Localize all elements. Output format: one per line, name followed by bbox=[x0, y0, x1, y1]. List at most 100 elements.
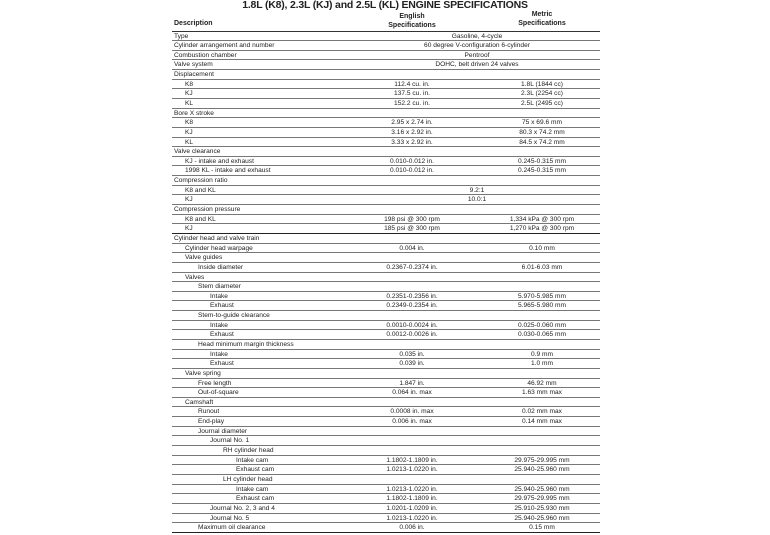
row-description: Compression pressure bbox=[174, 206, 241, 214]
english-value: 1.847 in. bbox=[399, 379, 425, 387]
english-value: 0.006 in. bbox=[399, 524, 425, 532]
table-row: Cylinder head and valve train bbox=[172, 234, 600, 244]
row-description: End-play bbox=[198, 418, 225, 426]
table-row: Intake cam 1.0213-1.0220 in. 25.940-25.960… bbox=[172, 485, 600, 495]
row-description: 1998 KL - intake and exhaust bbox=[185, 167, 271, 175]
combined-value: Gasoline, 4-cycle bbox=[451, 32, 503, 40]
row-description: Exhaust cam bbox=[236, 466, 275, 474]
header-description: Description bbox=[174, 20, 213, 27]
metric-value: 25.940-25.960 mm bbox=[514, 485, 570, 493]
row-description: Journal No. 2, 3 and 4 bbox=[210, 504, 275, 512]
metric-value: 0.02 mm max bbox=[522, 408, 562, 416]
metric-value: 1.8L (1844 cc) bbox=[521, 80, 563, 88]
row-description: Inside diameter bbox=[198, 263, 244, 271]
row-description: Runout bbox=[198, 408, 220, 416]
metric-value: 0.9 mm bbox=[531, 350, 553, 358]
table-row: K8 2.95 x 2.74 in. 75 x 69.6 mm bbox=[172, 118, 600, 128]
table-row: Journal No. 1 bbox=[172, 436, 600, 447]
english-value: 1.1802-1.1809 in. bbox=[386, 456, 438, 464]
row-description: Journal diameter bbox=[198, 427, 248, 435]
row-description: Intake bbox=[210, 292, 228, 300]
combined-value: 60 degree V-configuration 6-cylinder bbox=[424, 42, 530, 50]
table-row: Maximum oil clearance 0.006 in. 0.15 mm bbox=[172, 523, 600, 533]
metric-value: 1,334 kPa @ 300 rpm bbox=[509, 215, 575, 223]
row-description: Free length bbox=[198, 379, 232, 387]
table-row: Valve spring bbox=[172, 369, 600, 379]
english-value: 1.0201-1.0209 in. bbox=[386, 504, 438, 512]
table-row: RH cylinder head bbox=[172, 446, 600, 456]
row-description: Valve clearance bbox=[174, 148, 221, 156]
metric-value: 29.975-29.995 mm bbox=[514, 495, 570, 503]
row-description: Intake bbox=[210, 350, 228, 358]
table-row: Free length 1.847 in. 46.92 mm bbox=[172, 379, 600, 389]
table-row: Journal diameter bbox=[172, 427, 600, 437]
metric-value: 0.10 mm bbox=[529, 244, 555, 252]
metric-value: 0.030-0.065 mm bbox=[517, 331, 566, 339]
table-row: End-play 0.006 in. max 0.14 mm max bbox=[172, 417, 600, 427]
metric-value: 29.975-29.995 mm bbox=[514, 456, 570, 464]
row-description: Compression ratio bbox=[174, 177, 228, 185]
row-description: Valve guides bbox=[185, 254, 223, 262]
row-description: Exhaust cam bbox=[236, 495, 275, 503]
row-description: KL bbox=[185, 99, 194, 107]
row-description: KJ bbox=[185, 196, 193, 204]
row-description: Cylinder arrangement and number bbox=[174, 42, 275, 50]
english-value: 0.0012-0.0026 in. bbox=[386, 331, 438, 339]
row-description: Journal No. 5 bbox=[210, 514, 250, 522]
english-value: 0.0008 in. max bbox=[390, 408, 434, 416]
table-row: Intake 0.035 in. 0.9 mm bbox=[172, 350, 600, 360]
table-row: Type Gasoline, 4-cycle bbox=[172, 32, 600, 42]
english-value: 0.2349-0.2354 in. bbox=[386, 302, 438, 310]
header-metric: Metric Specifications bbox=[492, 10, 592, 28]
row-description: Out-of-square bbox=[198, 389, 239, 397]
table-row: KL 3.33 x 2.92 in. 84.5 x 74.2 mm bbox=[172, 138, 600, 148]
table-row: Valve guides bbox=[172, 253, 600, 263]
english-value: 3.16 x 2.92 in. bbox=[391, 128, 433, 136]
table-row: Valve clearance bbox=[172, 147, 600, 157]
table-row: Stem diameter bbox=[172, 282, 600, 292]
table-row: Bore X stroke bbox=[172, 109, 600, 119]
row-description: K8 bbox=[185, 80, 194, 88]
english-value: 198 psi @ 300 rpm bbox=[384, 215, 440, 223]
row-description: Stem diameter bbox=[198, 283, 241, 291]
row-description: Head minimum margin thickness bbox=[198, 341, 294, 348]
row-description: KJ bbox=[185, 128, 193, 136]
table-row: Valve system DOHC, belt driven 24 valves bbox=[172, 60, 600, 71]
table-row: Exhaust cam 1.1802-1.1809 in. 29.975-29.99… bbox=[172, 494, 600, 504]
row-description: KJ - intake and exhaust bbox=[185, 157, 254, 165]
english-value: 185 psi @ 300 rpm bbox=[384, 225, 440, 233]
row-description: Stem-to-guide clearance bbox=[198, 312, 270, 320]
table-row: Valves bbox=[172, 273, 600, 283]
page-title: 1.8L (K8), 2.3L (KJ) and 2.5L (KL) ENGIN… bbox=[242, 0, 528, 11]
table-row: Out-of-square 0.064 in. max 1.63 mm max bbox=[172, 388, 600, 398]
metric-value: 84.5 x 74.2 mm bbox=[519, 138, 565, 146]
row-description: RH cylinder head bbox=[223, 447, 274, 455]
row-description: Type bbox=[174, 32, 189, 40]
metric-value: 0.025-0.060 mm bbox=[517, 321, 566, 329]
metric-value: 2.3L (2254 cc) bbox=[521, 90, 563, 98]
table-row: KJ 10.0:1 bbox=[172, 195, 600, 206]
combined-value: 9.2:1 bbox=[469, 186, 485, 194]
english-value: 1.0213-1.0220 in. bbox=[386, 466, 438, 474]
metric-value: 25.940-25.960 mm bbox=[514, 466, 570, 474]
table-row: Head minimum margin thickness bbox=[172, 340, 600, 350]
metric-value: 0.15 mm bbox=[529, 524, 555, 532]
table-row: Journal No. 5 1.0213-1.0220 in. 25.940-25.… bbox=[172, 514, 600, 524]
row-description: Displacement bbox=[174, 71, 214, 79]
english-value: 0.006 in. max bbox=[392, 418, 432, 426]
table-row: KL 152.2 cu. in. 2.5L (2495 cc) bbox=[172, 99, 600, 109]
table-row: K8 112.4 cu. in. 1.8L (1844 cc) bbox=[172, 80, 600, 90]
row-description: Journal No. 1 bbox=[210, 437, 250, 445]
metric-value: 0.245-0.315 mm bbox=[517, 167, 566, 175]
table-row: Compression ratio bbox=[172, 176, 600, 186]
table-row: 1998 KL - intake and exhaust 0.010-0.012 … bbox=[172, 166, 600, 177]
row-description: Intake cam bbox=[236, 485, 269, 493]
combined-value: DOHC, belt driven 24 valves bbox=[435, 61, 519, 69]
english-value: 0.064 in. max bbox=[392, 389, 432, 397]
metric-value: 25.910-25.930 mm bbox=[514, 504, 570, 512]
table-row: KJ 137.5 cu. in. 2.3L (2254 cc) bbox=[172, 89, 600, 99]
table-row: Intake 0.0010-0.0024 in. 0.025-0.060 mm bbox=[172, 321, 600, 331]
table-row: Displacement bbox=[172, 70, 600, 80]
metric-value: 5.965-5.980 mm bbox=[517, 302, 566, 310]
table-row: Cylinder arrangement and number 60 degree… bbox=[172, 41, 600, 51]
